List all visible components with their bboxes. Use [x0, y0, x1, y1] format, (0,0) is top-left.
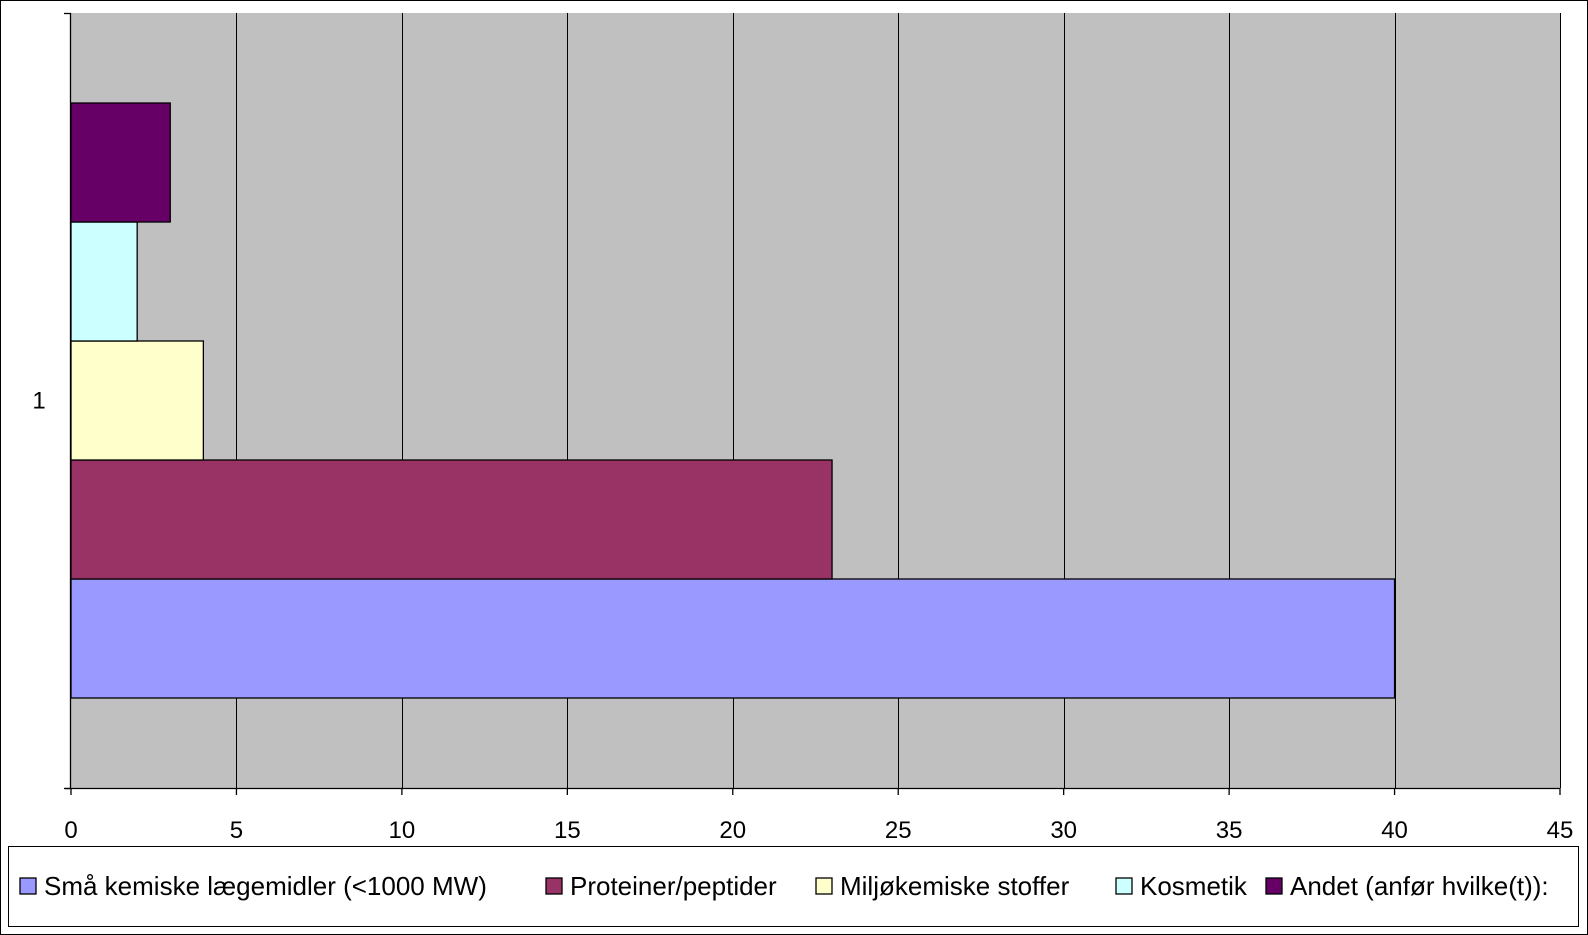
legend-swatch-3 — [815, 877, 833, 895]
legend-swatch-1 — [19, 877, 37, 895]
legend-label-5: Andet (anfør hvilke(t)): — [1290, 871, 1549, 901]
legend-swatch-2 — [545, 877, 563, 895]
bar-4 — [70, 221, 138, 342]
x-tick-label: 30 — [1050, 817, 1077, 844]
x-tick-label: 15 — [554, 817, 581, 844]
x-tick-label: 25 — [885, 817, 912, 844]
legend: Små kemiske lægemidler (<1000 MW) Protein… — [8, 846, 1579, 927]
legend-label-1: Små kemiske lægemidler (<1000 MW) — [44, 871, 487, 901]
legend-box — [8, 846, 1579, 927]
bar-3 — [70, 340, 205, 461]
x-tick-label: 35 — [1216, 817, 1243, 844]
bar-1 — [70, 578, 1396, 699]
y-category-label: 1 — [32, 388, 45, 415]
axes: 0 5 10 15 20 25 30 35 40 45 1 — [32, 12, 1574, 844]
x-tick-label: 10 — [389, 817, 416, 844]
legend-swatch-5 — [1265, 877, 1283, 895]
legend-swatch-4 — [1115, 877, 1133, 895]
x-tick-label: 0 — [64, 817, 77, 844]
legend-label-2: Proteiner/peptider — [570, 871, 777, 901]
x-tick-label: 5 — [230, 817, 243, 844]
x-tick-label: 45 — [1547, 817, 1574, 844]
x-tick-label: 40 — [1381, 817, 1408, 844]
bars — [70, 102, 1396, 699]
bar-2 — [70, 459, 833, 580]
legend-label-3: Miljøkemiske stoffer — [840, 871, 1070, 901]
bar-5 — [70, 102, 171, 223]
x-tick-label: 20 — [719, 817, 746, 844]
legend-label-4: Kosmetik — [1140, 871, 1248, 901]
